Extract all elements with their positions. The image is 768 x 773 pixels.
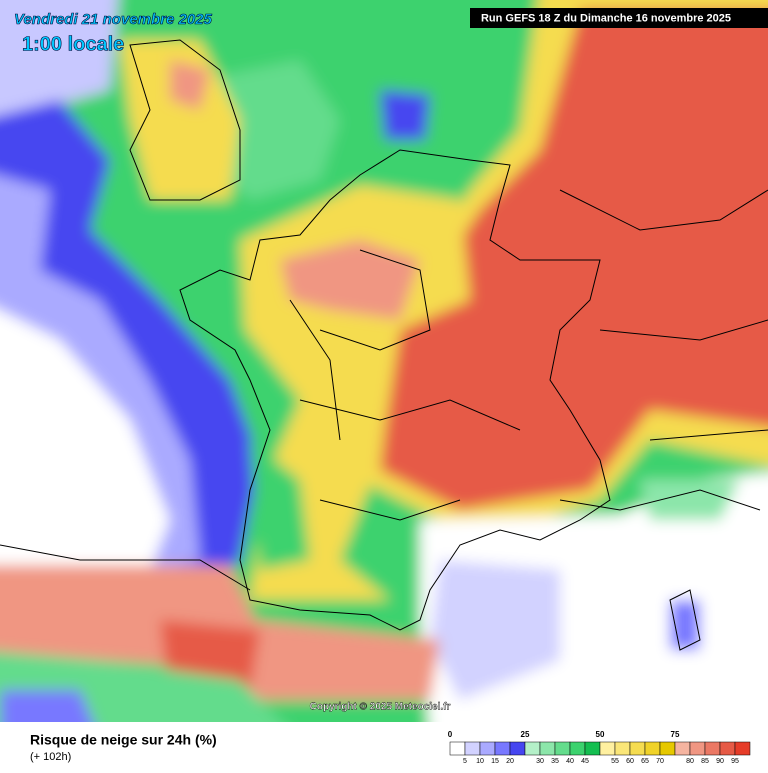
legend-minor-label: 90 xyxy=(716,758,724,765)
copyright: Copyright © 2025 Meteociel.fr xyxy=(310,702,451,713)
color-legend: 0 25 50 75 5 10 15 20 30 35 40 45 55 60 65 70 80 85 90 95 xyxy=(448,730,751,765)
legend-swatch xyxy=(494,741,511,756)
legend-swatch xyxy=(464,741,481,756)
legend-swatch xyxy=(524,741,541,756)
legend-swatch xyxy=(629,741,646,756)
legend-minor-label: 20 xyxy=(506,758,514,765)
legend-minor-label: 95 xyxy=(731,758,739,765)
legend-swatch xyxy=(554,741,571,756)
run-banner xyxy=(470,8,768,28)
legend-swatch xyxy=(449,741,466,756)
footer-title: Risque de neige sur 24h (%) xyxy=(30,732,217,748)
legend-swatch xyxy=(614,741,631,756)
run-info: Run GEFS 18 Z du Dimanche 16 novembre 20… xyxy=(481,12,731,24)
legend-major-label: 25 xyxy=(521,730,530,739)
legend-swatch xyxy=(719,741,736,756)
legend-minor-label: 70 xyxy=(656,758,664,765)
legend-swatch xyxy=(704,741,721,756)
legend-swatch xyxy=(674,741,691,756)
footer-lead: (+ 102h) xyxy=(30,751,71,763)
legend-major-label: 50 xyxy=(596,730,605,739)
legend-swatch xyxy=(584,741,601,756)
legend-swatch xyxy=(509,741,526,756)
legend-minor-label: 45 xyxy=(581,758,589,765)
map xyxy=(0,0,768,722)
legend-major-label: 0 xyxy=(448,730,453,739)
legend-swatch xyxy=(734,741,751,756)
legend-minor-label: 10 xyxy=(476,758,484,765)
legend-swatch xyxy=(479,741,496,756)
forecast-time: 1:00 locale xyxy=(22,33,124,55)
legend-minor-label: 40 xyxy=(566,758,574,765)
legend-minor-label: 30 xyxy=(536,758,544,765)
legend-minor-label: 85 xyxy=(701,758,709,765)
legend-minor-label: 15 xyxy=(491,758,499,765)
legend-major-label: 75 xyxy=(671,730,680,739)
legend-swatch xyxy=(569,741,586,756)
forecast-date: Vendredi 21 novembre 2025 xyxy=(14,11,213,28)
legend-swatch xyxy=(539,741,556,756)
legend-swatch xyxy=(644,741,661,756)
legend-minor-label: 55 xyxy=(611,758,619,765)
legend-minor-label: 65 xyxy=(641,758,649,765)
legend-swatch xyxy=(599,741,616,756)
legend-minor-label: 5 xyxy=(463,758,467,765)
legend-swatch xyxy=(689,741,706,756)
legend-swatch xyxy=(659,741,676,756)
legend-minor-label: 35 xyxy=(551,758,559,765)
legend-minor-label: 60 xyxy=(626,758,634,765)
legend-minor-label: 80 xyxy=(686,758,694,765)
borders xyxy=(0,39,768,651)
snow-risk-field xyxy=(0,0,768,722)
